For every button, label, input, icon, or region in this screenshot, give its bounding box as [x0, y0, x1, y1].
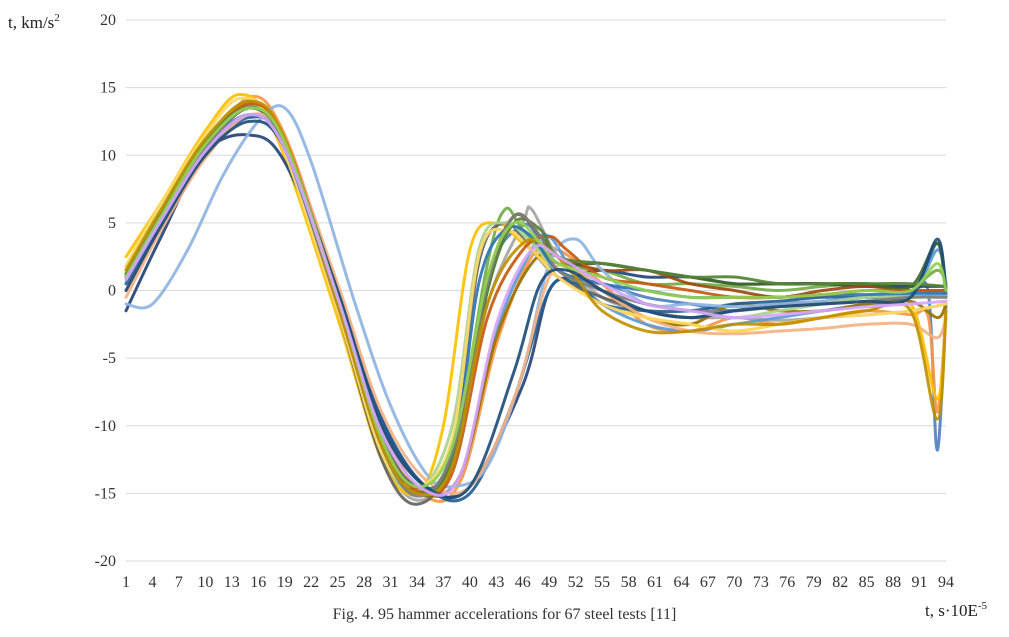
x-tick-label: 94 [938, 574, 954, 591]
x-axis-title-superscript: -5 [978, 600, 988, 612]
x-tick-label: 37 [435, 574, 451, 591]
x-tick-label: 91 [912, 574, 928, 591]
x-tick-label: 79 [806, 574, 822, 591]
x-tick-label: 46 [515, 574, 531, 591]
y-axis-title-superscript: 2 [54, 12, 60, 24]
series-line-13 [124, 104, 948, 489]
y-tick-label: 5 [108, 215, 116, 232]
x-axis-title: t, s·10E-5 [925, 600, 988, 620]
x-tick-label: 67 [700, 574, 716, 591]
y-axis-title: t, km/s2 [8, 12, 60, 32]
x-tick-label: 43 [488, 574, 504, 591]
x-tick-label: 82 [832, 574, 848, 591]
x-tick-label: 73 [753, 574, 769, 591]
x-tick-label: 61 [647, 574, 663, 591]
x-tick-label: 25 [330, 574, 346, 591]
y-tick-label: -15 [95, 485, 116, 502]
y-tick-label: 10 [100, 147, 116, 164]
series-line-9 [124, 106, 948, 506]
series-line-24 [124, 113, 948, 497]
x-tick-labels: 1 4 7 10 13 16 19 22 25 28 31 34 37 40 43 46 49 52 55 58 61 6… [122, 574, 954, 591]
x-tick-label: 64 [673, 574, 689, 591]
x-tick-label: 1 [122, 574, 130, 591]
x-tick-label: 88 [885, 574, 901, 591]
x-tick-label: 55 [594, 574, 610, 591]
y-axis-title-text: t, km/s [8, 13, 54, 32]
x-tick-label: 34 [409, 574, 425, 591]
series-line-22 [124, 119, 948, 500]
x-axis-title-text: t, s·10E [925, 601, 978, 620]
y-tick-label: 20 [100, 12, 116, 29]
y-tick-label: 15 [100, 80, 116, 97]
series-line-21 [124, 99, 948, 497]
x-tick-label: 49 [541, 574, 557, 591]
x-tick-label: 10 [197, 574, 213, 591]
x-tick-label: 22 [303, 574, 319, 591]
x-tick-label: 28 [356, 574, 372, 591]
series-line-23 [124, 106, 948, 489]
x-tick-label: 76 [779, 574, 795, 591]
x-tick-label: 58 [621, 574, 637, 591]
x-tick-label: 16 [250, 574, 266, 591]
y-tick-labels: 20 15 10 5 0 -5 -10 -15 -20 [95, 12, 116, 570]
figure-caption: Fig. 4. 95 hammer accelerations for 67 s… [332, 606, 677, 623]
series-line-14 [124, 112, 948, 496]
y-tick-label: -20 [95, 553, 116, 570]
y-tick-label: 0 [108, 283, 116, 300]
x-tick-label: 40 [462, 574, 478, 591]
x-tick-label: 13 [224, 574, 240, 591]
series-lines [124, 92, 948, 506]
y-tick-label: -5 [103, 350, 116, 367]
x-tick-label: 31 [383, 574, 399, 591]
x-tick-label: 7 [175, 574, 183, 591]
x-tick-label: 52 [568, 574, 584, 591]
y-tick-label: -10 [95, 418, 116, 435]
x-tick-label: 19 [277, 574, 293, 591]
x-tick-label: 70 [726, 574, 742, 591]
x-tick-label: 85 [859, 574, 875, 591]
x-tick-label: 4 [148, 574, 156, 591]
